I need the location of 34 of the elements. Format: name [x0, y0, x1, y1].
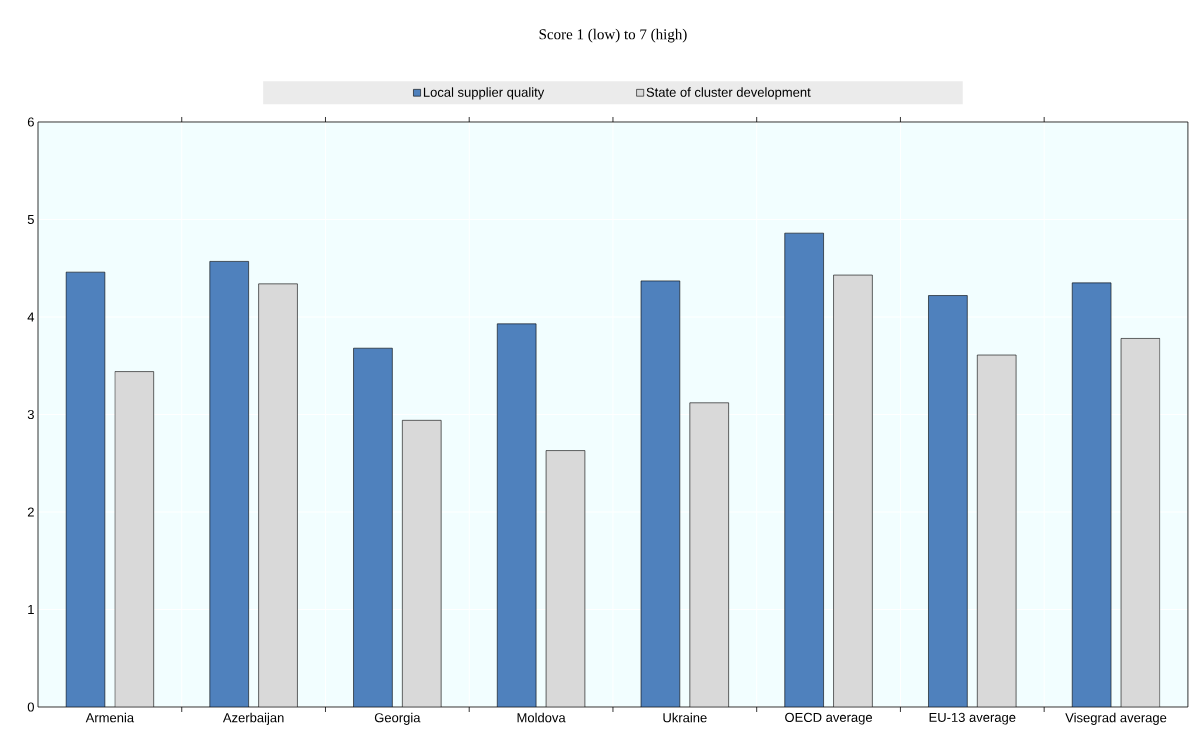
y-tick-label: 6 [27, 117, 34, 127]
x-tick-label: Georgia [374, 712, 421, 725]
bar [258, 283, 298, 707]
bar [353, 347, 393, 707]
x-tick-label: Azerbaijan [222, 712, 284, 725]
bar [784, 232, 824, 707]
legend-label: Local supplier quality [423, 87, 545, 100]
bar [640, 280, 681, 707]
bar [928, 295, 968, 707]
bar [689, 402, 729, 707]
legend-label: State of cluster development [646, 87, 811, 100]
y-tick-label: 0 [27, 702, 34, 712]
y-tick-label: 2 [27, 507, 34, 517]
x-tick-label: Armenia [85, 712, 135, 723]
x-tick-label: EU-13 average [929, 712, 1016, 725]
bar [496, 323, 537, 707]
bar [833, 274, 873, 707]
y-tick-label: 5 [27, 214, 34, 225]
x-tick-label: Ukraine [663, 712, 707, 723]
bar [402, 420, 442, 707]
x-tick-label: Moldova [517, 712, 566, 723]
bar [977, 354, 1017, 707]
bar [545, 450, 586, 707]
y-tick-label: 4 [27, 312, 35, 322]
bar [114, 371, 154, 707]
y-tick-label: 3 [27, 409, 34, 420]
chart-title: Score 1 (low) to 7 (high) [539, 28, 687, 43]
x-tick-label: Visegrad average [1065, 712, 1167, 725]
y-tick-label: 1 [28, 605, 34, 614]
x-tick-label: OECD average [785, 712, 873, 725]
bar [1120, 338, 1161, 707]
bar [209, 261, 249, 707]
bar [65, 271, 106, 707]
bar [1071, 282, 1112, 707]
